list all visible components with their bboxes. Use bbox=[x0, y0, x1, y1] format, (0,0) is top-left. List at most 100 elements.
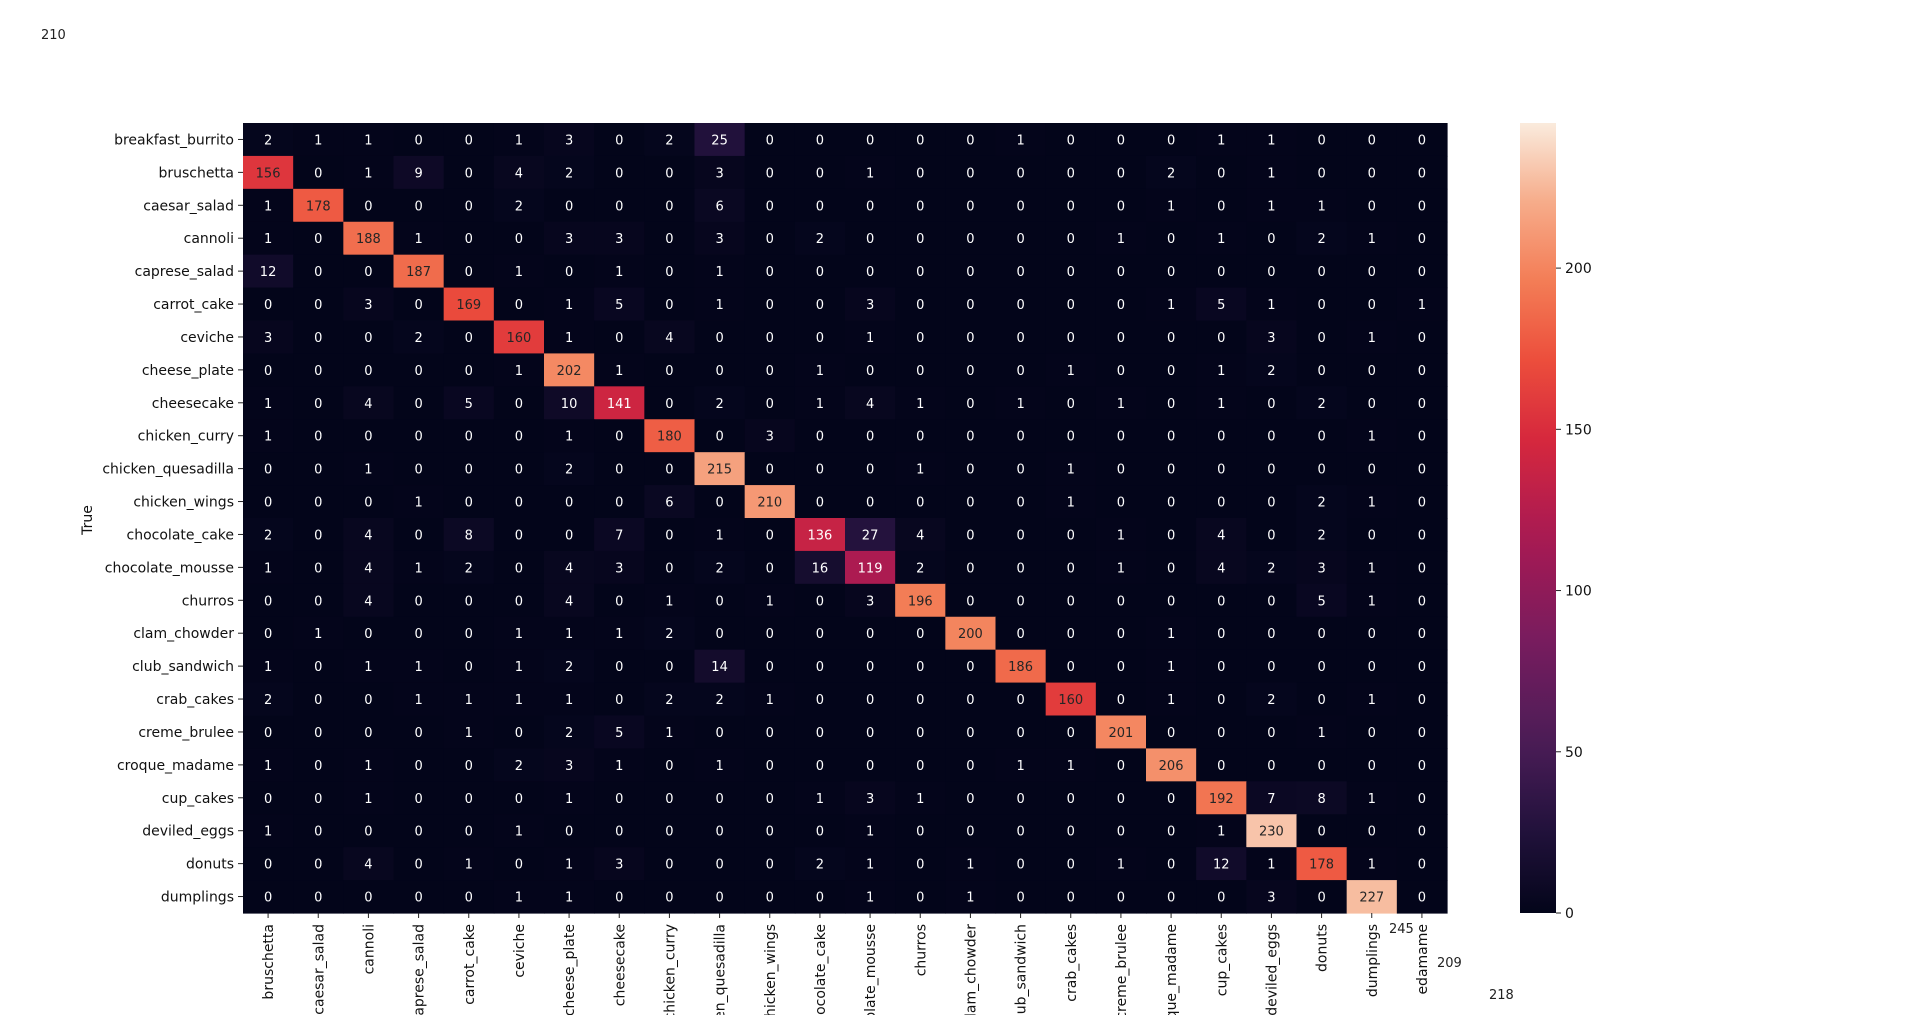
heatmap-cell bbox=[1196, 748, 1247, 782]
row-tick-label: chocolate_cake bbox=[127, 527, 234, 543]
cell-value-label: 0 bbox=[916, 726, 924, 741]
heatmap-cell bbox=[1146, 748, 1197, 782]
heatmap-cell bbox=[744, 254, 796, 289]
heatmap-cell bbox=[1146, 583, 1197, 618]
cell-value-label: 1 bbox=[1167, 199, 1175, 214]
cell-value-label: 3 bbox=[615, 561, 623, 576]
heatmap-cell bbox=[443, 649, 495, 684]
heatmap-cell bbox=[443, 550, 495, 585]
heatmap-cell bbox=[1095, 616, 1147, 651]
heatmap-cell bbox=[1045, 583, 1097, 618]
column-tick-label: club_sandwich bbox=[1014, 924, 1030, 1015]
cell-value-label: 0 bbox=[1418, 726, 1426, 741]
cell-value-label: 4 bbox=[1217, 561, 1225, 576]
cell-value-label: 0 bbox=[414, 891, 422, 906]
heatmap-cell bbox=[443, 452, 495, 486]
cell-value-label: 0 bbox=[1016, 693, 1024, 708]
heatmap-cell bbox=[544, 254, 595, 289]
stray-label-4: 218 bbox=[1489, 988, 1514, 1003]
cell-value-label: 7 bbox=[1267, 792, 1275, 807]
cell-value-label: 0 bbox=[1016, 166, 1024, 181]
cell-value-label: 0 bbox=[1016, 627, 1024, 642]
heatmap-cell bbox=[644, 485, 696, 519]
cell-value-label: 0 bbox=[1167, 496, 1175, 511]
cell-value-label: 206 bbox=[1159, 759, 1184, 774]
cell-value-label: 0 bbox=[1016, 265, 1024, 280]
heatmap-cell bbox=[694, 419, 746, 453]
heatmap-cell bbox=[1396, 221, 1448, 256]
heatmap-cell bbox=[1246, 419, 1298, 453]
column-tick-label: crab_cakes bbox=[1064, 924, 1080, 1002]
heatmap-cell bbox=[1045, 353, 1097, 387]
heatmap-cell bbox=[594, 188, 645, 223]
heatmap-cell bbox=[995, 386, 1047, 420]
cell-value-label: 3 bbox=[866, 792, 874, 807]
cell-value-label: 119 bbox=[858, 561, 883, 576]
heatmap-cell bbox=[1296, 320, 1348, 355]
cell-value-label: 1 bbox=[264, 759, 272, 774]
cell-value-label: 2 bbox=[1267, 364, 1275, 379]
heatmap-cell bbox=[1196, 485, 1247, 519]
cell-value-label: 0 bbox=[515, 792, 523, 807]
heatmap-cell bbox=[895, 320, 946, 355]
heatmap-cell bbox=[945, 452, 997, 486]
cell-value-label: 0 bbox=[615, 660, 623, 675]
column-tick-label: bruschetta bbox=[261, 924, 277, 1000]
heatmap-cell bbox=[443, 155, 495, 190]
heatmap-cell bbox=[1246, 221, 1298, 256]
cell-value-label: 0 bbox=[1418, 627, 1426, 642]
cell-value-label: 0 bbox=[1418, 891, 1426, 906]
cell-value-label: 0 bbox=[364, 496, 372, 511]
heatmap-cell bbox=[845, 649, 896, 684]
heatmap-cell bbox=[393, 583, 445, 618]
cell-value-label: 1 bbox=[766, 693, 774, 708]
cell-value-label: 0 bbox=[1267, 759, 1275, 774]
cell-value-label: 1 bbox=[1016, 397, 1024, 412]
heatmap-cell bbox=[293, 188, 344, 223]
heatmap-cell bbox=[945, 583, 997, 618]
cell-value-label: 0 bbox=[916, 133, 924, 148]
heatmap-cell bbox=[1246, 254, 1298, 289]
cell-value-label: 0 bbox=[916, 660, 924, 675]
heatmap-cell bbox=[845, 386, 896, 420]
heatmap-cell bbox=[694, 814, 746, 848]
cell-value-label: 4 bbox=[665, 331, 673, 346]
heatmap-cell bbox=[895, 550, 946, 585]
heatmap-cell bbox=[895, 880, 946, 914]
cell-value-label: 0 bbox=[615, 331, 623, 346]
heatmap-cell bbox=[1095, 123, 1147, 157]
heatmap-cell bbox=[1346, 485, 1398, 519]
column-tick-label: dumplings bbox=[1365, 924, 1381, 997]
heatmap-cell bbox=[1346, 287, 1398, 322]
cell-value-label: 3 bbox=[615, 232, 623, 247]
cell-value-label: 1 bbox=[966, 858, 974, 873]
cell-value-label: 0 bbox=[1418, 364, 1426, 379]
heatmap-cell bbox=[744, 221, 796, 256]
heatmap-cell bbox=[1296, 452, 1348, 486]
cell-value-label: 12 bbox=[260, 265, 277, 280]
cell-value-label: 0 bbox=[1418, 133, 1426, 148]
cell-value-label: 0 bbox=[1167, 133, 1175, 148]
heatmap-cell bbox=[343, 649, 395, 684]
heatmap-cell bbox=[744, 188, 796, 223]
heatmap-cell bbox=[694, 287, 746, 322]
heatmap-cell bbox=[1196, 518, 1247, 552]
cell-value-label: 0 bbox=[1217, 891, 1225, 906]
heatmap-cell bbox=[1146, 880, 1197, 914]
heatmap-cell bbox=[1095, 188, 1147, 223]
heatmap-cell bbox=[995, 616, 1047, 651]
heatmap-cell bbox=[443, 518, 495, 552]
cell-value-label: 2 bbox=[715, 561, 723, 576]
heatmap-cell bbox=[343, 188, 395, 223]
cell-value-label: 1 bbox=[1368, 858, 1376, 873]
heatmap-cell bbox=[243, 155, 294, 190]
cell-value-label: 0 bbox=[515, 463, 523, 478]
heatmap-cell bbox=[1196, 847, 1247, 881]
cell-value-label: 1 bbox=[1267, 199, 1275, 214]
cell-value-label: 0 bbox=[966, 528, 974, 543]
heatmap-cell bbox=[1045, 320, 1097, 355]
heatmap-cell bbox=[744, 781, 796, 815]
heatmap-cell bbox=[594, 452, 645, 486]
heatmap-cell bbox=[845, 847, 896, 881]
cell-value-label: 0 bbox=[1016, 430, 1024, 445]
